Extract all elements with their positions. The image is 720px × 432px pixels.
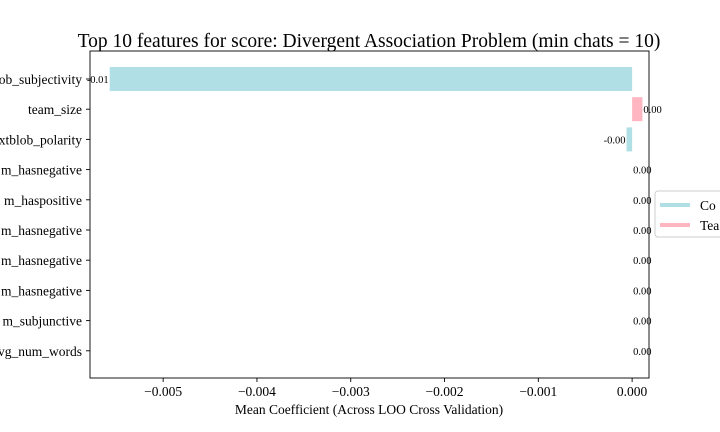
value-label: 0.00 <box>633 226 651 237</box>
value-label: 0.00 <box>633 286 651 297</box>
legend-label: Co <box>700 198 716 213</box>
bar <box>109 67 633 91</box>
value-labels-group: -0.01 0.00 -0.00 0.00 0.00 0.00 0.00 0.00 0.00 0.… <box>87 75 662 358</box>
bar <box>626 127 633 152</box>
y-tick-label: m_subjunctive <box>3 314 83 329</box>
value-label: 0.00 <box>633 256 651 267</box>
y-tick-label: ob_subjectivity <box>0 72 82 87</box>
bars-group <box>109 67 643 152</box>
y-tick-label: m_hasnegative <box>1 283 82 298</box>
value-label: 0.00 <box>633 166 651 177</box>
x-tick-label: −0.005 <box>144 384 182 399</box>
legend: Co Tea <box>654 190 720 238</box>
chart-title: Top 10 features for score: Divergent Ass… <box>78 31 661 52</box>
value-label: 0.00 <box>633 196 651 207</box>
x-tick-label: −0.003 <box>332 384 370 399</box>
value-label: -0.00 <box>604 135 626 146</box>
value-label: 0.00 <box>643 105 661 116</box>
bar <box>632 97 643 122</box>
x-tick-label: −0.004 <box>238 384 276 399</box>
y-axis-ticks: ob_subjectivity team_size xtblob_polaritym… <box>0 72 90 359</box>
value-label: 0.00 <box>633 347 651 358</box>
y-tick-label: m_haspositive <box>4 193 82 208</box>
y-tick-label: m_hasnegative <box>1 253 82 268</box>
x-tick-label: 0.000 <box>617 384 648 399</box>
x-axis-ticks: −0.005 −0.004 −0.003 −0.002 −0.001 0.000 <box>144 378 648 399</box>
y-tick-label: m_hasnegative <box>1 163 82 178</box>
x-axis-label: Mean Coefficient (Across LOO Cross Valid… <box>235 402 503 417</box>
x-tick-label: −0.002 <box>426 384 464 399</box>
x-tick-label: −0.001 <box>519 384 557 399</box>
value-label: -0.01 <box>87 75 109 86</box>
y-tick-label: team_size <box>28 102 82 117</box>
y-tick-label: xtblob_polarity <box>0 132 82 147</box>
legend-label: Tea <box>700 218 719 233</box>
y-tick-label: m_hasnegative <box>1 223 82 238</box>
plot-frame <box>89 50 650 379</box>
value-label: 0.00 <box>633 317 651 328</box>
y-tick-label: vg_num_words <box>0 344 82 359</box>
